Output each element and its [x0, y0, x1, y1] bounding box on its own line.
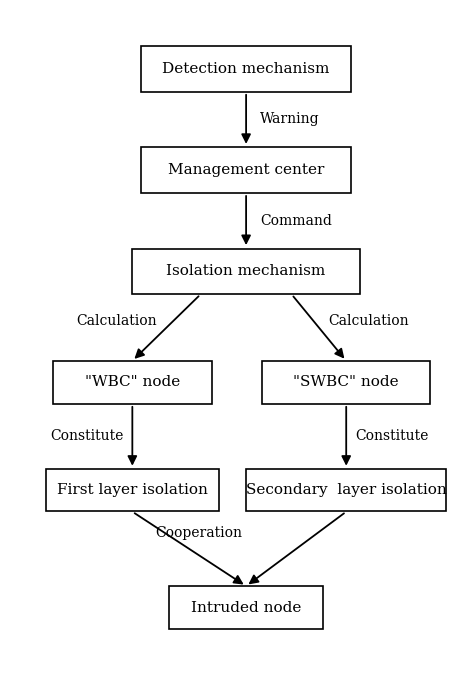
- Text: Calculation: Calculation: [77, 314, 157, 328]
- FancyBboxPatch shape: [132, 249, 360, 294]
- Text: "WBC" node: "WBC" node: [85, 375, 180, 390]
- FancyBboxPatch shape: [246, 469, 447, 511]
- Text: First layer isolation: First layer isolation: [57, 483, 208, 497]
- FancyBboxPatch shape: [46, 469, 219, 511]
- Text: Secondary  layer isolation: Secondary layer isolation: [246, 483, 447, 497]
- FancyBboxPatch shape: [141, 148, 351, 193]
- Text: Cooperation: Cooperation: [155, 526, 242, 539]
- Text: Isolation mechanism: Isolation mechanism: [166, 265, 326, 278]
- Text: Warning: Warning: [260, 112, 319, 126]
- FancyBboxPatch shape: [141, 46, 351, 92]
- Text: Management center: Management center: [168, 163, 324, 177]
- Text: Constitute: Constitute: [50, 429, 123, 443]
- Text: Intruded node: Intruded node: [191, 600, 301, 615]
- Text: Calculation: Calculation: [328, 314, 409, 328]
- Text: Constitute: Constitute: [356, 429, 428, 443]
- FancyBboxPatch shape: [53, 361, 212, 404]
- FancyBboxPatch shape: [262, 361, 430, 404]
- Text: "SWBC" node: "SWBC" node: [293, 375, 399, 390]
- Text: Detection mechanism: Detection mechanism: [163, 62, 330, 76]
- FancyBboxPatch shape: [169, 586, 323, 629]
- Text: Command: Command: [260, 214, 332, 228]
